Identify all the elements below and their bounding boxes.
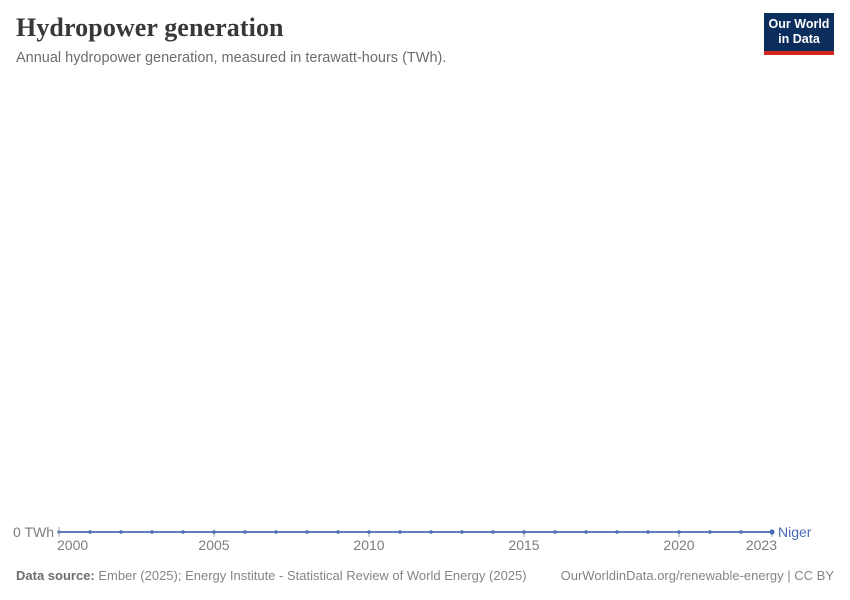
data-point-2011[interactable]: [398, 530, 402, 534]
x-axis-tick-label: 2010: [353, 537, 384, 553]
page-subtitle: Annual hydropower generation, measured i…: [16, 49, 447, 66]
data-point-2004[interactable]: [181, 530, 185, 534]
data-point-2005[interactable]: [212, 530, 216, 534]
x-axis-tick-label: 2015: [508, 537, 539, 553]
data-point-2022[interactable]: [739, 530, 743, 534]
data-point-2002[interactable]: [119, 530, 123, 534]
data-point-2010[interactable]: [367, 530, 371, 534]
x-axis-tick-label: 2005: [198, 537, 229, 553]
data-point-2017[interactable]: [584, 530, 588, 534]
data-point-2003[interactable]: [150, 530, 154, 534]
plot-area: 2000 2005 2010 2015 2020 2023: [57, 529, 777, 553]
data-point-2023[interactable]: [769, 529, 775, 535]
data-point-2007[interactable]: [274, 530, 278, 534]
x-axis-tick-label: 2023: [746, 537, 777, 553]
x-axis-tick-label: 2000: [57, 537, 88, 553]
chart-footer: Data source: Ember (2025); Energy Instit…: [16, 568, 834, 584]
data-point-2001[interactable]: [88, 530, 92, 534]
data-point-2012[interactable]: [429, 530, 433, 534]
owid-logo-line2: in Data: [778, 32, 820, 46]
owid-logo-line1: Our World: [768, 17, 830, 31]
data-point-2016[interactable]: [553, 530, 557, 534]
data-source-text: Ember (2025); Energy Institute - Statist…: [98, 568, 527, 583]
chart-header: Hydropower generation Annual hydropower …: [16, 13, 834, 67]
data-source-label: Data source:: [16, 568, 95, 583]
data-point-2013[interactable]: [460, 530, 464, 534]
series-entity-label[interactable]: Niger: [778, 524, 812, 540]
data-point-2019[interactable]: [646, 530, 650, 534]
y-axis-zero-label: 0 TWh: [13, 524, 54, 540]
data-point-2009[interactable]: [336, 530, 340, 534]
data-point-2015[interactable]: [522, 530, 526, 534]
data-point-2018[interactable]: [615, 530, 619, 534]
attribution-link[interactable]: OurWorldinData.org/renewable-energy | CC…: [560, 568, 834, 583]
data-point-2014[interactable]: [491, 530, 495, 534]
x-axis-tick-label: 2020: [663, 537, 694, 553]
title-block: Hydropower generation Annual hydropower …: [16, 13, 446, 67]
data-point-2021[interactable]: [708, 530, 712, 534]
data-point-2008[interactable]: [305, 530, 309, 534]
data-point-2006[interactable]: [243, 530, 247, 534]
data-point-2020[interactable]: [677, 530, 681, 534]
page-title: Hydropower generation: [16, 13, 284, 42]
owid-logo[interactable]: Our World in Data: [764, 13, 834, 55]
data-source[interactable]: Data source: Ember (2025); Energy Instit…: [16, 568, 527, 584]
